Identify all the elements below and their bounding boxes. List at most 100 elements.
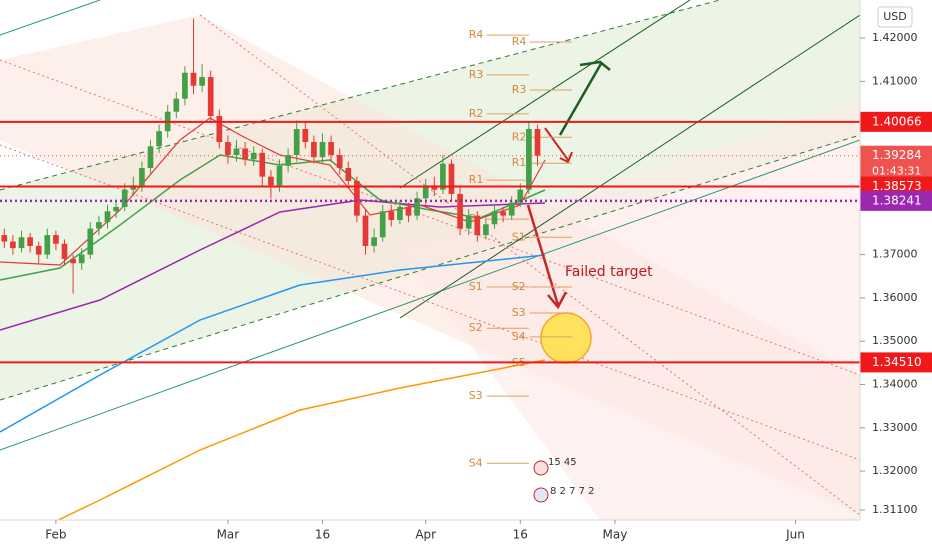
- channel-line: [199, 14, 860, 516]
- candle-body: [10, 241, 16, 249]
- pivot-label: P: [469, 212, 476, 225]
- candle-body: [371, 237, 377, 246]
- x-tick-label: Feb: [45, 528, 66, 542]
- event: 8 2 7 7 2: [550, 486, 595, 497]
- pivot-label: S1: [512, 230, 526, 243]
- candle-body: [414, 198, 420, 216]
- candle-body: [182, 72, 188, 99]
- price-tag-label: 1.34510: [872, 355, 922, 369]
- candle-body: [474, 215, 481, 236]
- x-tick-label: Jun: [785, 528, 805, 542]
- arrow: [547, 291, 568, 310]
- event-icon: [533, 487, 549, 503]
- arrow: [579, 60, 611, 71]
- candle-body: [276, 165, 283, 186]
- candle-body: [268, 176, 274, 186]
- channel-fill: [400, 100, 860, 520]
- pivot-label: R1: [512, 156, 527, 169]
- arrow: [544, 127, 569, 161]
- candle-body: [113, 206, 119, 212]
- candle-body: [1, 235, 8, 242]
- price-tag-label: 1.39284: [872, 148, 922, 162]
- candle-body: [483, 224, 489, 236]
- pivot-label: S2: [469, 321, 483, 334]
- y-tick-label: 1.41000: [872, 74, 918, 87]
- channel-line: [399, 0, 691, 189]
- candle-body: [388, 211, 395, 220]
- candle-body: [242, 148, 248, 160]
- candle-body: [319, 142, 326, 158]
- moving-average: [56, 359, 546, 520]
- event: 15 45: [548, 457, 577, 468]
- candle-body: [139, 167, 145, 186]
- price-tag-label: 1.38573: [872, 179, 922, 193]
- candle-body: [35, 245, 42, 255]
- candle-body: [233, 148, 240, 156]
- trend-line: [0, 139, 860, 451]
- x-tick-label: 16: [513, 528, 528, 542]
- candle-body: [27, 237, 33, 246]
- price-tag: [860, 145, 932, 182]
- candle-body: [500, 211, 506, 216]
- channel-line: [399, 14, 860, 319]
- candle-body: [173, 98, 180, 112]
- x-tick-label: 16: [315, 528, 330, 542]
- pivot-label: R3: [512, 83, 527, 96]
- candle-body: [345, 167, 352, 181]
- candle-body: [44, 235, 51, 255]
- candle-body: [199, 77, 205, 86]
- pivot-label: R2: [469, 107, 484, 120]
- y-tick-label: 1.33000: [872, 421, 918, 434]
- candle-body: [53, 235, 59, 244]
- candle-body: [440, 163, 446, 190]
- candle-body: [87, 228, 94, 255]
- y-tick-label: 1.42000: [872, 31, 918, 44]
- target-circle: [540, 312, 592, 364]
- trend-line: [0, 0, 101, 36]
- candle-body: [70, 258, 76, 264]
- candle-body: [216, 116, 223, 143]
- y-tick-label: 1.36000: [872, 291, 918, 304]
- moving-average: [0, 254, 546, 433]
- candle-body: [207, 77, 214, 117]
- candle-body: [448, 163, 455, 194]
- candle-body: [354, 180, 360, 216]
- candle-body: [422, 185, 429, 199]
- candle-body: [405, 206, 412, 216]
- pivot-label: S3: [512, 306, 526, 319]
- pivot-label: R3: [469, 68, 484, 81]
- moving-average: [0, 199, 546, 331]
- candle-body: [379, 211, 386, 238]
- candle-body: [78, 254, 85, 264]
- candle-body: [457, 193, 463, 229]
- y-tick-label: 1.31100: [872, 503, 918, 516]
- pivot-label: S2: [512, 280, 526, 293]
- x-tick-label: May: [602, 528, 627, 542]
- candle-body: [250, 152, 257, 160]
- x-tick-label: Apr: [415, 528, 436, 542]
- candle-body: [225, 142, 231, 156]
- candle-body: [508, 202, 515, 216]
- candle-body: [534, 129, 541, 156]
- candle-body: [190, 72, 197, 86]
- price-tag: [860, 190, 932, 211]
- y-tick-label: 1.35000: [872, 334, 918, 347]
- candle-body: [96, 222, 102, 229]
- arrow: [559, 151, 573, 164]
- candle-body: [121, 189, 128, 207]
- candle-body: [362, 215, 369, 246]
- pivot-label: S4: [512, 330, 526, 343]
- arrow: [526, 204, 560, 306]
- pivot-label: S4: [469, 456, 483, 469]
- candle-body: [156, 131, 162, 147]
- pivot-label: R2: [512, 130, 527, 143]
- currency-box: [877, 6, 913, 28]
- drawings: [0, 0, 860, 520]
- price-tag-label: 1.38241: [872, 193, 922, 207]
- pivot-label: S1: [469, 280, 483, 293]
- y-tick-label: 1.37000: [872, 248, 918, 261]
- pivot-label: R4: [469, 28, 484, 41]
- y-tick-label: 1.34000: [872, 377, 918, 390]
- candle-body: [336, 155, 343, 168]
